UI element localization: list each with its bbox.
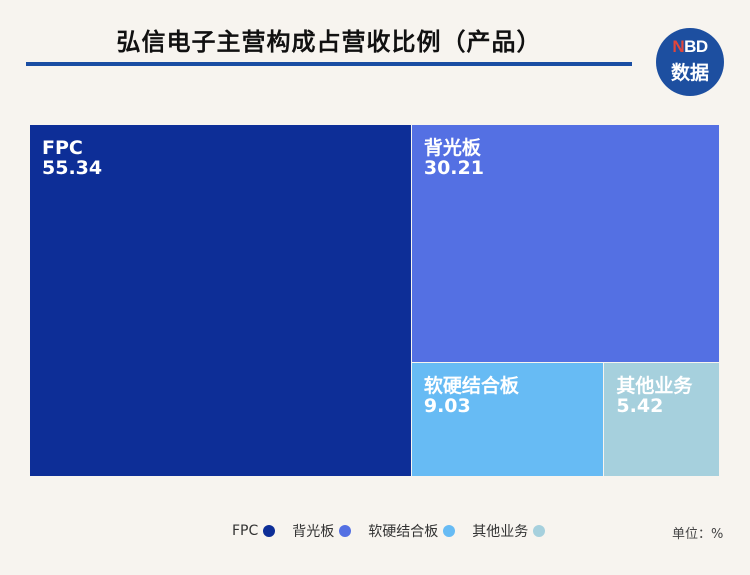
- logo-letter-n: N: [672, 37, 685, 56]
- legend-label: 软硬结合板: [368, 524, 439, 540]
- legend-item-backlight[interactable]: 背光板: [292, 521, 352, 541]
- tile-label: FPC: [42, 137, 83, 159]
- legend-dot-icon: [339, 525, 352, 537]
- legend-item-fpc[interactable]: FPC: [232, 523, 276, 539]
- legend-label: 背光板: [292, 524, 335, 540]
- treemap-tile[interactable]: 其他业务 5.42: [604, 363, 719, 476]
- title-underline: [26, 62, 632, 66]
- unit-label: 单位：%: [672, 527, 724, 542]
- tile-label: 软硬结合板: [423, 375, 519, 398]
- treemap-tile[interactable]: 背光板 30.21: [411, 125, 719, 363]
- tile-label: 背光板: [423, 137, 481, 159]
- legend: FPC 背光板 软硬结合板 其他业务: [232, 521, 562, 541]
- treemap-tile[interactable]: FPC 55.34: [30, 125, 411, 476]
- legend-item-other[interactable]: 其他业务: [472, 521, 546, 541]
- treemap-tile[interactable]: 软硬结合板 9.03: [411, 363, 604, 476]
- legend-dot-icon: [533, 525, 546, 537]
- tile-value: 30.21: [423, 157, 484, 179]
- tile-label: 其他业务: [616, 375, 693, 398]
- legend-dot-icon: [443, 525, 456, 537]
- nbd-logo: NBD 数据: [656, 28, 724, 96]
- legend-item-rigid-flex[interactable]: 软硬结合板: [368, 521, 456, 541]
- legend-label: FPC: [232, 523, 259, 539]
- logo-letters-bd: BD: [684, 37, 708, 56]
- tile-value: 5.42: [616, 395, 664, 418]
- chart-title: 弘信电子主营构成占营收比例（产品）: [116, 28, 542, 56]
- legend-dot-icon: [263, 525, 276, 537]
- tile-value: 9.03: [423, 395, 471, 418]
- legend-label: 其他业务: [472, 524, 529, 540]
- logo-text-top: NBD: [656, 37, 724, 57]
- tile-value: 55.34: [42, 157, 103, 179]
- logo-text-bottom: 数据: [670, 62, 709, 84]
